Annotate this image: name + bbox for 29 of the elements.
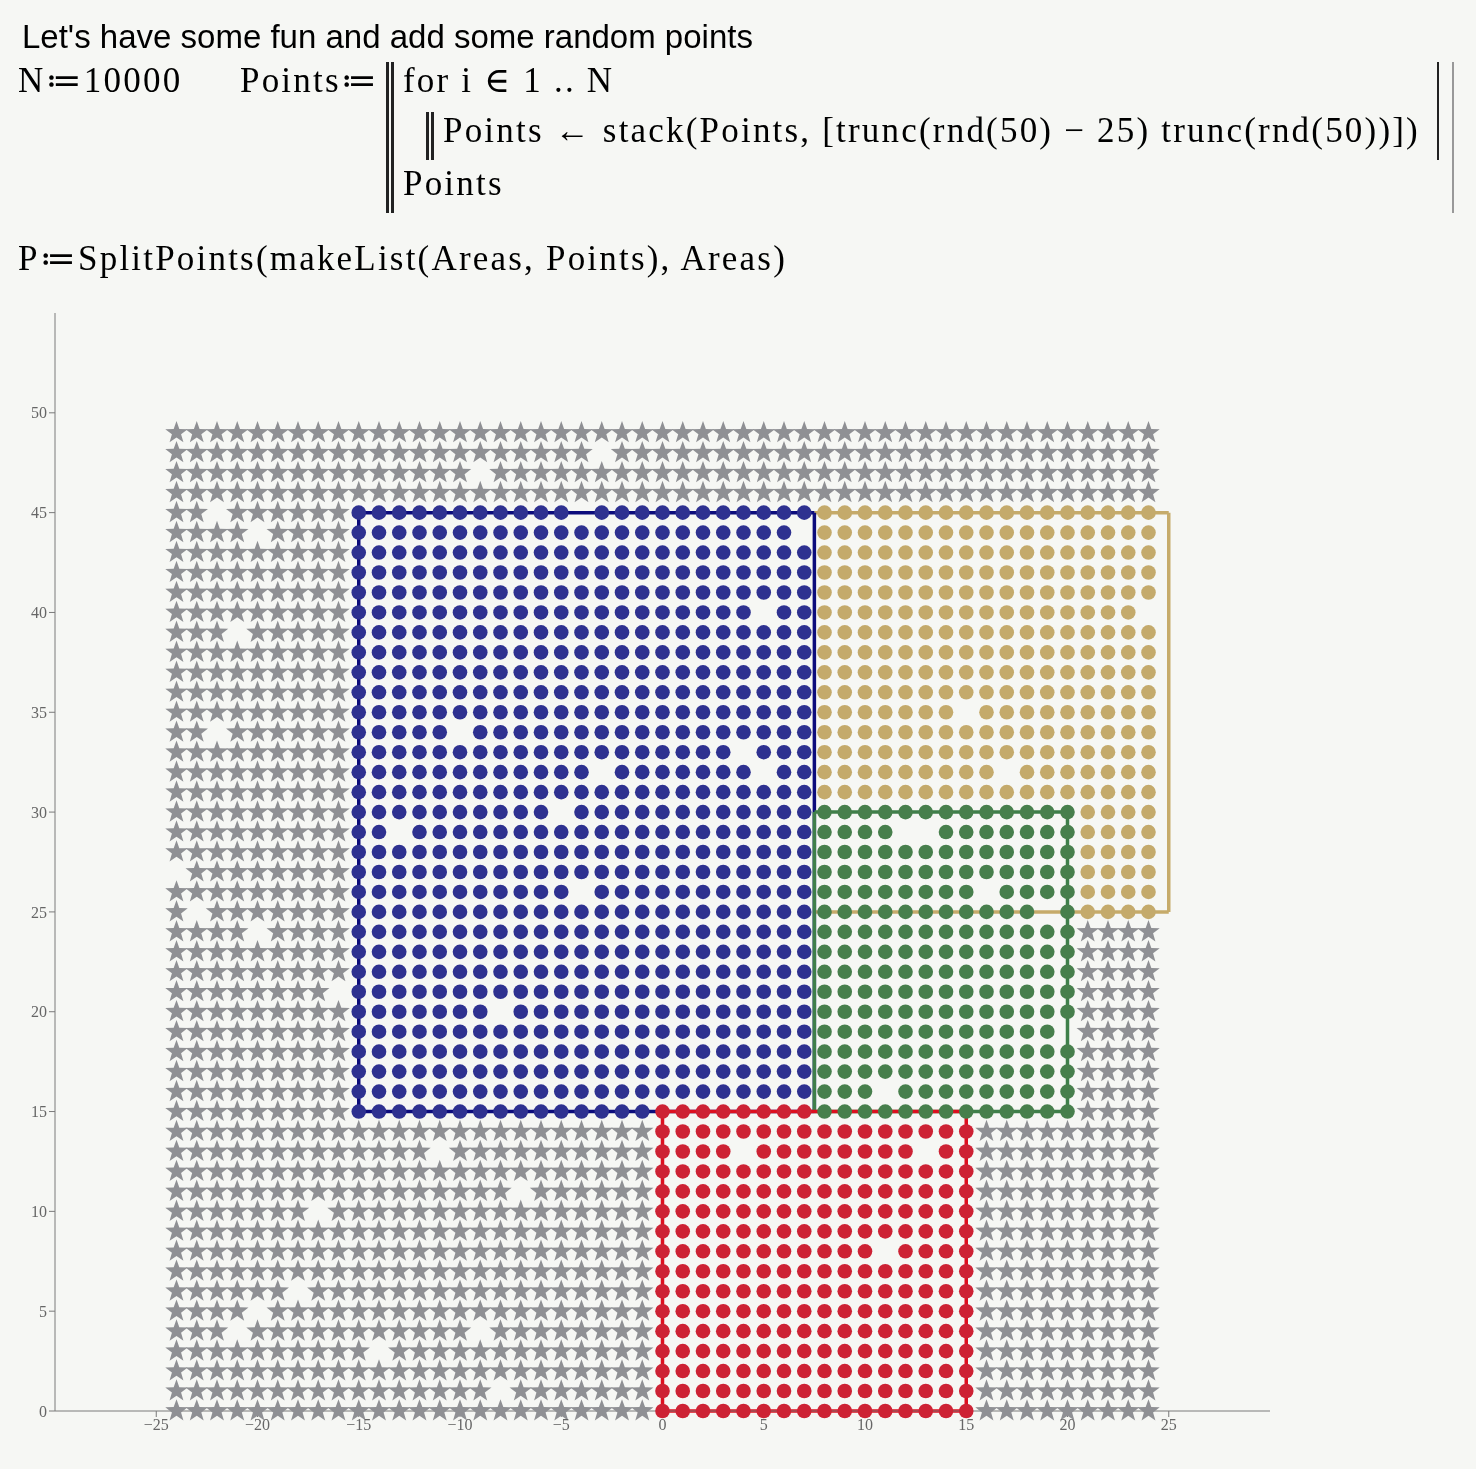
chart-title: Let's have some fun and add some random points bbox=[22, 18, 753, 56]
x-tick-label: −20 bbox=[244, 1416, 271, 1434]
x-tick-label: 0 bbox=[658, 1416, 667, 1434]
text: Points≔ bbox=[240, 60, 380, 102]
x-tick-label: 25 bbox=[1160, 1416, 1177, 1434]
x-tick-label: −10 bbox=[447, 1416, 473, 1434]
x-tick-label: −5 bbox=[552, 1416, 570, 1434]
x-tick-label: −15 bbox=[346, 1416, 372, 1434]
y-tick-label: 25 bbox=[31, 903, 47, 921]
y-tick-label: 10 bbox=[31, 1203, 47, 1221]
y-tick-label: 45 bbox=[31, 504, 47, 522]
text: Points ← stack(Points, [trunc(rnd(50) − 25) trunc(rnd(50))]) bbox=[443, 110, 1420, 152]
text: for i ∈ 1 .. N bbox=[403, 60, 615, 102]
x-tick-label: 15 bbox=[958, 1416, 975, 1434]
text: N≔10000 bbox=[18, 60, 183, 102]
y-tick-label: 30 bbox=[31, 803, 47, 821]
y-tick-label: 0 bbox=[39, 1402, 47, 1420]
y-tick-label: 50 bbox=[31, 404, 47, 422]
text: P≔SplitPoints(makeList(Areas, Points), Areas) bbox=[18, 238, 788, 280]
y-tick-label: 15 bbox=[31, 1103, 47, 1121]
y-tick-label: 35 bbox=[31, 703, 47, 721]
y-tick-label: 20 bbox=[31, 1003, 47, 1021]
text: Points bbox=[403, 163, 504, 205]
y-tick-label: 5 bbox=[39, 1302, 47, 1320]
x-tick-label: 10 bbox=[857, 1416, 873, 1434]
x-tick-label: 5 bbox=[759, 1416, 768, 1434]
x-tick-label: −25 bbox=[143, 1416, 169, 1434]
y-tick-label: 40 bbox=[31, 604, 47, 622]
x-tick-label: 20 bbox=[1059, 1416, 1076, 1434]
